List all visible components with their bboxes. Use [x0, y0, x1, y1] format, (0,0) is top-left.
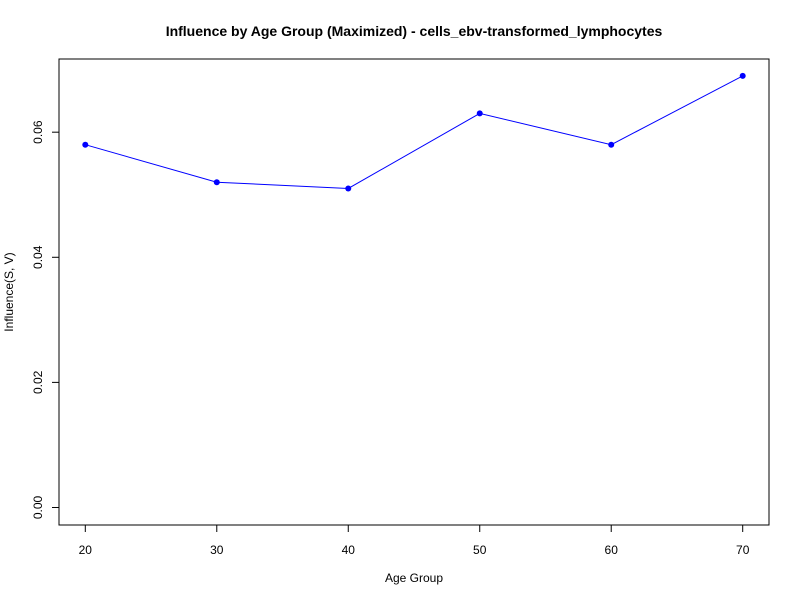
y-tick-label: 0.00	[31, 495, 45, 519]
data-point	[608, 141, 615, 148]
x-tick-label: 60	[605, 543, 619, 557]
x-tick-label: 70	[736, 543, 750, 557]
y-tick-label: 0.02	[31, 370, 45, 394]
x-axis-label: Age Group	[385, 571, 443, 585]
y-tick-label: 0.06	[31, 120, 45, 144]
x-tick-label: 50	[473, 543, 487, 557]
data-point	[739, 72, 746, 79]
x-tick-label: 40	[342, 543, 356, 557]
data-point	[213, 179, 220, 186]
y-axis-label: Influence(S, V)	[2, 252, 16, 331]
y-tick-label: 0.04	[31, 245, 45, 269]
x-tick-label: 20	[79, 543, 93, 557]
data-point	[476, 110, 483, 117]
plot-area-border	[58, 58, 770, 526]
x-axis: 20 30 40 50 60 70	[79, 524, 750, 557]
series-line	[85, 75, 743, 189]
series-layer	[82, 72, 746, 192]
y-axis: 0.00 0.02 0.04 0.06	[31, 120, 60, 519]
data-point	[345, 185, 352, 192]
x-tick-label: 30	[210, 543, 224, 557]
chart-title: Influence by Age Group (Maximized) - cel…	[166, 23, 663, 39]
data-point	[82, 141, 89, 148]
